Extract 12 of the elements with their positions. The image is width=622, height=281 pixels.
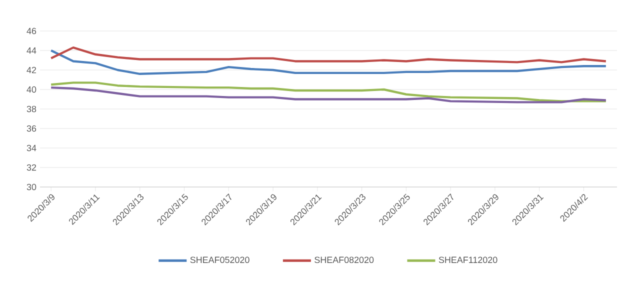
legend-label: SHEAF082020 [314, 256, 374, 264]
legend-label: SHEAF112020 [438, 256, 498, 264]
legend-label: SHEAF052020 [190, 256, 250, 264]
y-tick-label: 44 [26, 47, 36, 54]
y-tick-label: 40 [26, 86, 36, 93]
y-tick-label: 42 [26, 66, 36, 74]
y-tick-label: 38 [26, 106, 36, 112]
y-tick-label: 46 [26, 28, 36, 34]
y-tick-label: 32 [26, 164, 36, 171]
y-tick-label: 34 [26, 144, 36, 152]
y-tick-label: 36 [26, 125, 36, 132]
y-tick-label: 30 [26, 184, 36, 190]
